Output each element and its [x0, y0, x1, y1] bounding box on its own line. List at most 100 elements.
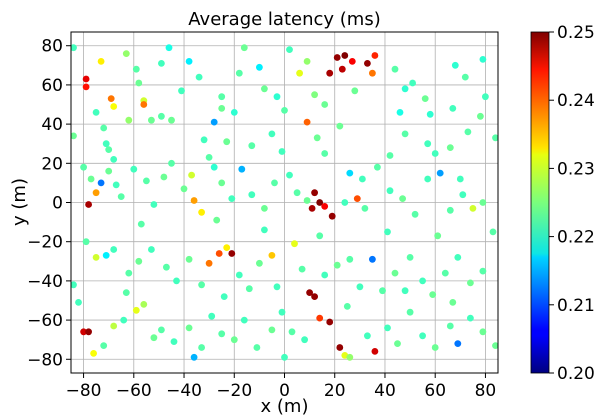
- data-point: [102, 140, 110, 148]
- data-point: [301, 336, 308, 344]
- x-axis-label: x (m): [261, 396, 309, 415]
- data-point: [411, 210, 419, 218]
- data-point: [469, 205, 477, 212]
- data-point: [158, 326, 165, 334]
- data-point: [112, 181, 120, 189]
- data-point: [100, 124, 108, 132]
- data-point: [185, 58, 193, 65]
- data-point: [406, 254, 414, 261]
- data-point: [394, 340, 401, 347]
- data-point: [97, 179, 105, 187]
- data-point: [218, 179, 226, 187]
- data-point: [230, 336, 238, 344]
- data-point: [150, 201, 158, 208]
- data-point: [489, 228, 497, 236]
- data-point: [482, 93, 489, 101]
- data-point: [92, 254, 100, 261]
- data-point: [456, 175, 464, 183]
- data-point: [316, 199, 324, 206]
- data-point: [364, 60, 371, 67]
- data-point: [105, 167, 113, 175]
- data-point: [218, 93, 226, 101]
- data-point: [120, 316, 128, 324]
- data-point: [306, 289, 313, 296]
- data-point: [454, 340, 462, 347]
- data-point: [467, 314, 474, 322]
- data-point: [80, 328, 87, 336]
- data-point: [461, 73, 469, 81]
- data-point: [135, 79, 143, 87]
- data-point: [178, 87, 185, 95]
- data-point: [256, 63, 263, 71]
- data-point: [268, 326, 276, 334]
- data-point: [328, 212, 336, 220]
- data-point: [311, 189, 318, 197]
- data-point: [477, 112, 484, 120]
- y-tick-label: 40: [41, 115, 63, 135]
- data-point: [293, 189, 301, 197]
- data-point: [409, 79, 416, 87]
- data-point: [278, 308, 286, 316]
- x-tick-label: 60: [424, 381, 446, 401]
- data-point: [406, 308, 414, 316]
- data-point: [369, 255, 376, 263]
- data-point: [190, 197, 198, 204]
- data-point: [424, 175, 432, 183]
- colorbar-tick-label: 0.25: [557, 23, 595, 43]
- data-point: [140, 301, 148, 308]
- data-point: [205, 154, 213, 161]
- data-point: [296, 69, 303, 77]
- data-point: [235, 271, 243, 279]
- data-point: [286, 171, 293, 179]
- grid: [71, 32, 498, 373]
- data-point: [333, 261, 341, 269]
- y-tick-label: −40: [27, 272, 63, 292]
- data-point: [122, 289, 130, 296]
- x-tick-label: 80: [475, 381, 497, 401]
- data-point: [446, 322, 454, 330]
- data-point: [399, 195, 406, 203]
- colorbar-tick-label: 0.21: [557, 296, 595, 316]
- y-tick-label: −60: [27, 311, 63, 331]
- x-axis: −80 −60 −40 −20 0 20 40 60 80: [66, 373, 497, 401]
- data-point: [303, 197, 311, 204]
- data-point: [248, 142, 256, 150]
- data-point: [213, 216, 221, 224]
- data-point: [125, 269, 133, 277]
- data-point: [71, 132, 77, 140]
- data-point: [348, 58, 356, 65]
- data-point: [85, 201, 92, 208]
- x-tick-label: −20: [216, 381, 252, 401]
- x-tick-label: −60: [116, 381, 152, 401]
- data-point: [158, 112, 165, 120]
- data-point: [71, 281, 77, 289]
- data-point: [446, 206, 454, 214]
- data-point: [92, 109, 100, 116]
- data-point: [386, 152, 394, 159]
- data-point: [343, 303, 351, 310]
- data-point: [261, 205, 268, 212]
- data-point: [298, 265, 306, 273]
- data-point: [291, 240, 298, 248]
- x-tick-label: −80: [66, 381, 102, 401]
- data-point: [278, 148, 286, 155]
- data-point: [87, 175, 95, 183]
- data-point: [228, 250, 236, 257]
- data-point: [223, 244, 231, 252]
- data-point: [281, 107, 288, 114]
- data-point: [220, 293, 228, 300]
- data-point: [205, 259, 213, 267]
- data-point: [168, 116, 175, 124]
- data-point: [424, 140, 432, 148]
- data-point: [137, 220, 145, 228]
- data-point: [268, 130, 276, 138]
- data-point: [316, 232, 324, 240]
- data-point: [429, 291, 437, 298]
- data-point: [369, 69, 376, 77]
- y-tick-label: −20: [27, 233, 63, 253]
- data-point: [273, 283, 281, 291]
- data-point: [110, 103, 118, 110]
- data-point: [107, 95, 115, 102]
- data-point: [321, 271, 329, 279]
